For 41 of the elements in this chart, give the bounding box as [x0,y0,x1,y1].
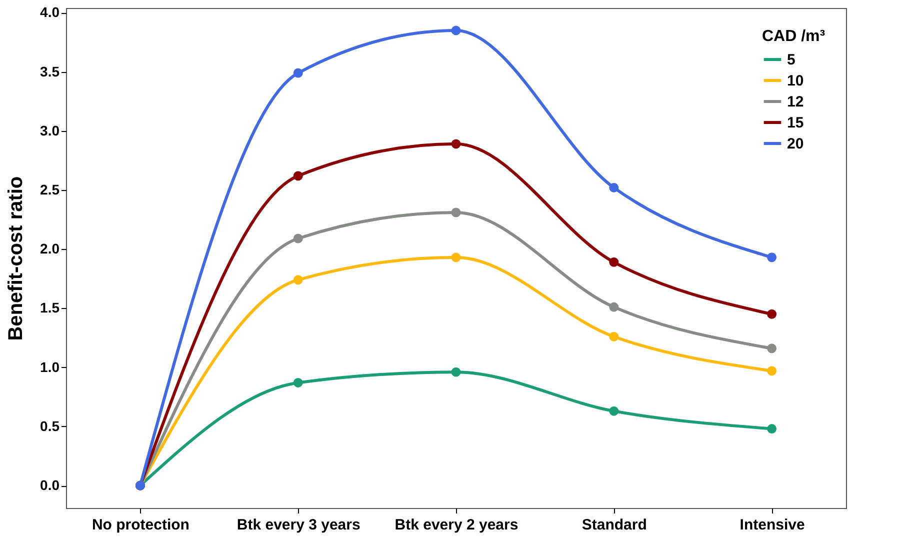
legend-label: 20 [787,136,804,152]
x-tick-label: No protection [92,516,190,534]
point [609,257,619,267]
x-tick-label: Btk every 2 years [394,516,518,534]
point [609,302,619,312]
point [451,208,461,218]
y-tick-label: 4.0 [40,4,60,20]
point [609,182,619,192]
legend-label: 5 [787,52,796,68]
y-tick-label: 0.5 [40,418,60,434]
point [293,378,303,388]
legend-title: CAD /m³ [762,28,826,45]
y-tick-label: 2.5 [40,182,60,198]
point [451,26,461,36]
legend-label: 15 [787,114,804,132]
legend-label: 12 [787,94,804,110]
point [767,424,777,434]
x-tick-label: Btk every 3 years [236,516,360,534]
point [293,68,303,78]
y-tick-label: 3.5 [40,63,60,80]
x-tick-label: Standard [582,516,647,534]
y-tick-label: 3.0 [40,122,60,138]
x-tick-label: Intensive [740,516,805,534]
y-tick-label: 1.0 [40,358,60,375]
point [451,252,461,262]
point [293,275,303,285]
legend-label: 10 [787,72,804,90]
y-tick-label: 1.5 [40,300,60,316]
point [451,367,461,377]
y-axis-title: Benefit-cost ratio [5,176,28,341]
point [293,171,303,181]
y-tick-label: 0.0 [40,477,60,494]
point [767,309,777,319]
point [293,234,303,244]
point [767,252,777,262]
y-tick-label: 2.0 [40,240,60,257]
point [609,332,619,342]
point [767,344,777,354]
point [609,406,619,416]
point [451,139,461,149]
point [767,366,777,376]
